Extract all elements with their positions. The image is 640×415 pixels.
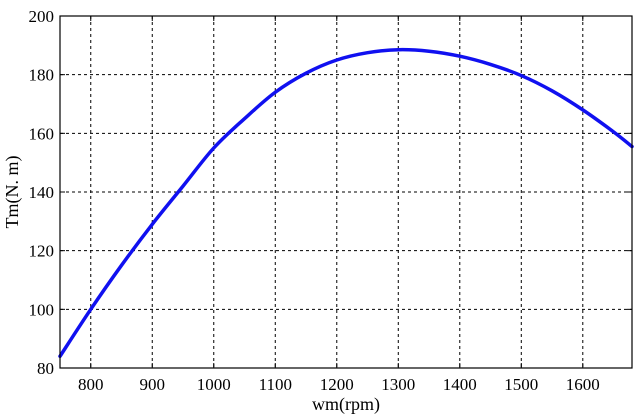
x-axis-label: wm(rpm) xyxy=(312,394,380,415)
x-tick-label: 800 xyxy=(78,375,104,394)
y-tick-label: 180 xyxy=(29,66,55,85)
grid xyxy=(60,16,632,368)
y-tick-label: 80 xyxy=(37,359,54,378)
series-line-0 xyxy=(58,47,634,359)
plot-frame xyxy=(59,15,633,369)
y-tick-label: 200 xyxy=(29,7,55,26)
x-tick-label: 900 xyxy=(140,375,166,394)
y-tick-labels: 80 100 120 140 160 180 200 xyxy=(29,7,55,378)
x-tick-label: 1300 xyxy=(381,375,415,394)
plot-series xyxy=(58,47,634,359)
x-tick-label: 1500 xyxy=(504,375,538,394)
x-tick-label: 1200 xyxy=(320,375,354,394)
x-tick-label: 1400 xyxy=(443,375,477,394)
x-tick-label: 1100 xyxy=(259,375,292,394)
y-tick-label: 120 xyxy=(29,242,55,261)
y-tick-label: 160 xyxy=(29,124,55,143)
y-axis-label: Tm(N. m) xyxy=(2,156,23,229)
x-tick-label: 1000 xyxy=(197,375,231,394)
x-tick-labels: 800 900 1000 1100 1200 1300 1400 1500 1600 xyxy=(78,375,600,394)
y-tick-label: 140 xyxy=(29,183,55,202)
y-tick-label: 100 xyxy=(29,300,55,319)
x-tick-label: 1600 xyxy=(566,375,600,394)
